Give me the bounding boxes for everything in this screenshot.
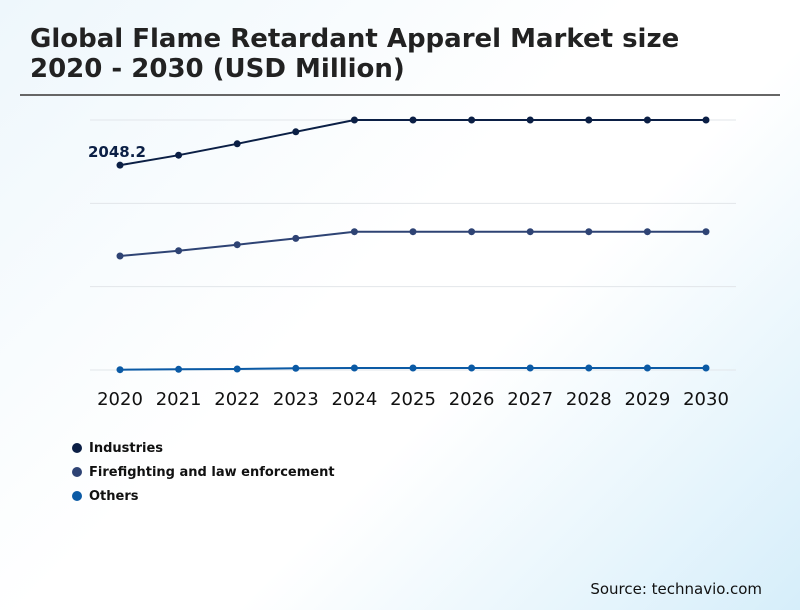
data-point [585,228,593,236]
data-point [409,364,417,372]
data-point [468,228,476,236]
x-tick-label: 2023 [273,389,319,410]
data-point [643,364,651,372]
data-point [350,116,358,124]
data-point [702,364,710,372]
data-point [526,364,534,372]
data-point [702,228,710,236]
legend-item: Others [72,484,335,508]
x-tick-label: 2020 [97,389,143,410]
legend-marker-icon [72,467,82,477]
data-point [350,228,358,236]
data-point [233,241,241,249]
x-tick-label: 2026 [449,389,495,410]
x-tick-label: 2029 [624,389,670,410]
data-point [175,151,183,159]
x-tick-label: 2028 [566,389,612,410]
data-point [409,116,417,124]
x-tick-label: 2030 [683,389,729,410]
legend-label: Firefighting and law enforcement [89,464,335,480]
data-point [643,228,651,236]
data-point [468,364,476,372]
chart-title: Global Flame Retardant Apparel Market si… [30,24,680,84]
data-point [116,366,124,374]
x-tick-label: 2027 [507,389,553,410]
series-line-1 [119,230,706,257]
legend-marker-icon [72,491,82,501]
x-tick-label: 2024 [331,389,377,410]
data-label: 2048.2 [88,143,146,161]
series-line-0 [119,119,706,167]
data-point [175,247,183,255]
data-point [233,365,241,373]
legend-item: Firefighting and law enforcement [72,460,335,484]
data-point [468,116,476,124]
data-point [585,364,593,372]
data-point [292,364,300,372]
x-tick-label: 2021 [156,389,202,410]
data-point [526,228,534,236]
source-text: Source: technavio.com [590,580,762,598]
data-point [233,140,241,148]
data-point [702,116,710,124]
data-point [116,161,124,169]
legend-label: Industries [89,440,164,456]
x-tick-label: 2025 [390,389,436,410]
data-point [116,252,124,260]
data-point [350,364,358,372]
data-point [585,116,593,124]
legend: Industries Firefighting and law enforceme… [72,436,335,508]
line-chart: 2020 2021 2022 2023 2024 2025 2026 2027 2028 2029… [88,116,736,410]
data-point [526,116,534,124]
data-point [292,234,300,242]
legend-marker-icon [72,443,82,453]
data-point [409,228,417,236]
data-point [643,116,651,124]
title-divider [20,94,780,96]
x-tick-label: 2022 [214,389,260,410]
data-point [175,365,183,373]
legend-item: Industries [72,436,335,460]
data-point [292,128,300,136]
legend-label: Others [89,488,139,504]
